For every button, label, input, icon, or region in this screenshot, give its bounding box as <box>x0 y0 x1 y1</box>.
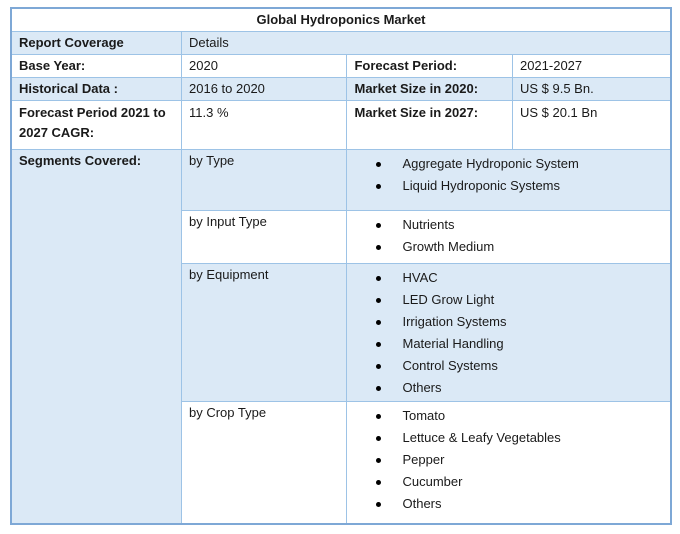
segment-row-by-equipment: by Equipment HVAC LED Grow Light Irrigat… <box>11 263 672 402</box>
historical-data-label: Historical Data : <box>10 77 182 101</box>
report-coverage-label: Report Coverage <box>10 31 182 55</box>
segment-group-name-by-type: by Type <box>180 149 348 211</box>
segment-items-by-input-type: Nutrients Growth Medium <box>346 210 672 264</box>
bullet-item: Others <box>354 377 663 399</box>
segment-row-by-crop-type: by Crop Type Tomato Lettuce & Leafy Vege… <box>11 401 672 525</box>
report-coverage-row: Report Coverage Details <box>10 31 672 55</box>
bullet-list: Aggregate Hydroponic System Liquid Hydro… <box>354 152 663 197</box>
bullet-item: Material Handling <box>354 333 663 355</box>
bullet-item: Tomato <box>354 405 663 427</box>
table-title: Global Hydroponics Market <box>10 7 672 32</box>
forecast-period-value: 2021-2027 <box>511 54 672 78</box>
segment-items-by-crop-type: Tomato Lettuce & Leafy Vegetables Pepper… <box>346 401 672 525</box>
segment-row-by-type: Segments Covered: by Type Aggregate Hydr… <box>10 149 672 525</box>
segments-covered-label: Segments Covered: <box>10 149 182 525</box>
market-size-2020-label: Market Size in 2020: <box>346 77 513 101</box>
segment-row-by-input-type: by Input Type Nutrients Growth Medium <box>11 210 672 264</box>
bullet-list: HVAC LED Grow Light Irrigation Systems M… <box>354 266 663 399</box>
table-title-row: Global Hydroponics Market <box>10 7 672 32</box>
bullet-item: Growth Medium <box>354 236 663 258</box>
market-size-2020-value: US $ 9.5 Bn. <box>511 77 672 101</box>
forecast-period-label: Forecast Period: <box>346 54 513 78</box>
base-year-value: 2020 <box>180 54 348 78</box>
cagr-label: Forecast Period 2021 to 2027 CAGR: <box>10 100 182 150</box>
base-year-label: Base Year: <box>10 54 182 78</box>
segment-items-by-type: Aggregate Hydroponic System Liquid Hydro… <box>346 149 672 211</box>
report-coverage-value: Details <box>181 31 672 55</box>
bullet-item: Others <box>354 493 663 515</box>
cagr-value: 11.3 % <box>180 100 348 150</box>
bullet-item: Cucumber <box>354 471 663 493</box>
bullet-item: Liquid Hydroponic Systems <box>354 175 663 197</box>
cagr-row: Forecast Period 2021 to 2027 CAGR: 11.3 … <box>10 100 672 150</box>
historical-data-value: 2016 to 2020 <box>180 77 348 101</box>
bullet-item: Nutrients <box>354 214 663 236</box>
market-size-2027-label: Market Size in 2027: <box>346 100 513 150</box>
bullet-item: Lettuce & Leafy Vegetables <box>354 427 663 449</box>
segment-group-name-by-crop-type: by Crop Type <box>180 401 348 525</box>
base-year-row: Base Year: 2020 Forecast Period: 2021-20… <box>10 54 672 78</box>
bullet-item: Irrigation Systems <box>354 311 663 333</box>
bullet-list: Nutrients Growth Medium <box>354 213 663 258</box>
bullet-list: Tomato Lettuce & Leafy Vegetables Pepper… <box>354 404 663 515</box>
market-size-2027-value: US $ 20.1 Bn <box>511 100 672 150</box>
segment-group-name-by-equipment: by Equipment <box>180 263 348 402</box>
historical-data-row: Historical Data : 2016 to 2020 Market Si… <box>10 77 672 101</box>
market-summary-table: Global Hydroponics Market Report Coverag… <box>10 7 672 525</box>
bullet-item: Aggregate Hydroponic System <box>354 153 663 175</box>
bullet-item: LED Grow Light <box>354 289 663 311</box>
bullet-item: Pepper <box>354 449 663 471</box>
segment-group-name-by-input-type: by Input Type <box>180 210 348 264</box>
bullet-item: Control Systems <box>354 355 663 377</box>
segment-items-by-equipment: HVAC LED Grow Light Irrigation Systems M… <box>346 263 672 402</box>
bullet-item: HVAC <box>354 267 663 289</box>
